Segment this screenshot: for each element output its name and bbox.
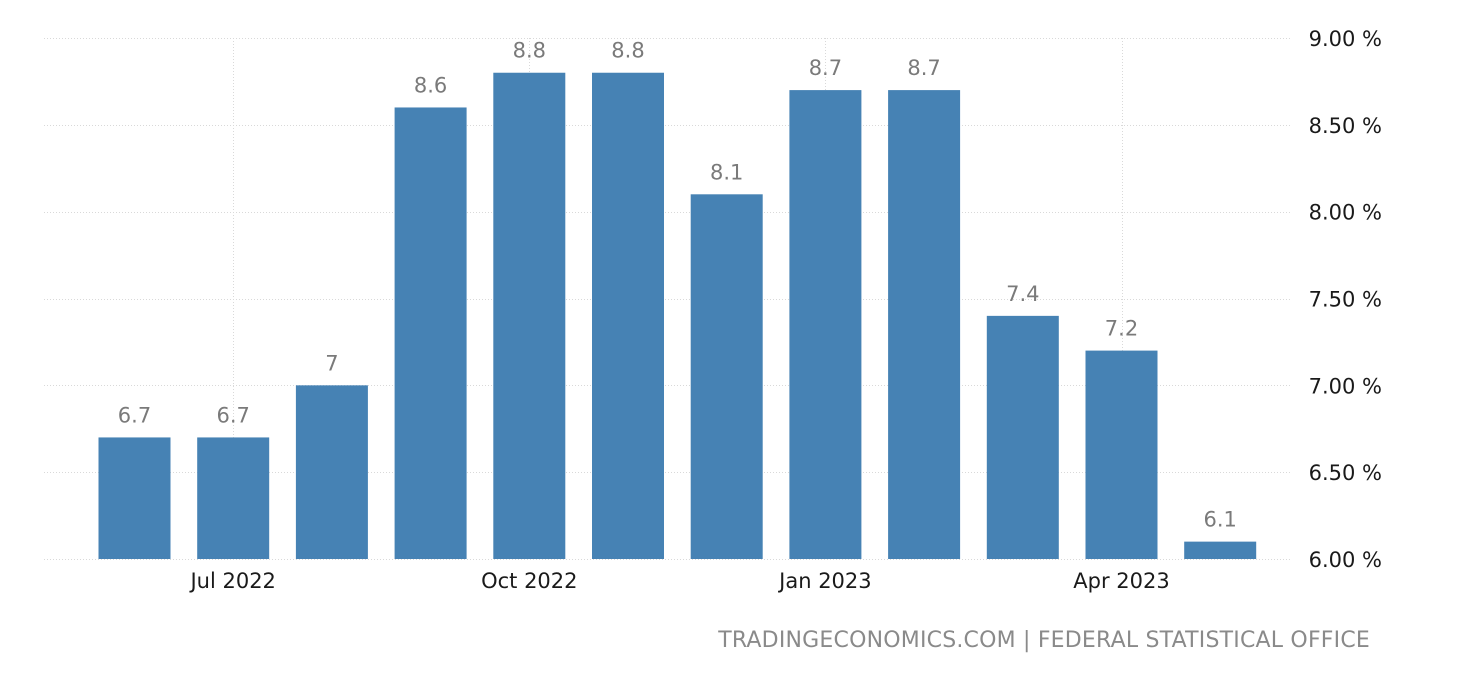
x-tick-label: Jan 2023 <box>777 569 872 593</box>
y-tick-label: 9.00 % <box>1309 27 1382 51</box>
y-tick-label: 6.50 % <box>1309 461 1382 485</box>
y-tick-label: 7.50 % <box>1309 288 1382 312</box>
source-attribution: TRADINGECONOMICS.COM | FEDERAL STATISTIC… <box>718 628 1370 653</box>
bar-nov-2022 <box>592 72 664 559</box>
data-label: 7 <box>325 351 338 375</box>
bar-jun-2022 <box>98 437 171 559</box>
data-label: 8.6 <box>414 73 447 97</box>
bar-may-2023 <box>1184 541 1257 559</box>
bar-mar-2023 <box>986 315 1059 559</box>
data-label: 6.7 <box>216 403 249 427</box>
y-axis: 6.00 % 6.50 % 7.00 % 7.50 % 8.00 % 8.50 % 9.00… <box>1309 27 1382 572</box>
y-tick-label: 8.00 % <box>1309 201 1382 225</box>
data-label: 8.8 <box>611 39 644 63</box>
chart-data-labels: 6.7 6.7 7 8.6 8.8 8.8 8.1 8.7 8.7 7.4 7.2 6.1 <box>118 39 1237 532</box>
data-label: 7.4 <box>1006 282 1039 306</box>
data-label: 8.7 <box>907 56 940 80</box>
bar-feb-2023 <box>888 90 961 559</box>
chart-bars <box>98 72 1257 560</box>
bar-oct-2022 <box>493 72 566 559</box>
bar-jul-2022 <box>197 437 270 559</box>
y-tick-label: 8.50 % <box>1309 114 1382 138</box>
x-tick-label: Oct 2022 <box>481 569 577 593</box>
bar-jan-2023 <box>789 90 862 559</box>
x-axis: Jul 2022 Oct 2022 Jan 2023 Apr 2023 <box>188 569 1169 593</box>
y-tick-label: 7.00 % <box>1309 374 1382 398</box>
bar-aug-2022 <box>295 385 368 559</box>
y-tick-label: 6.00 % <box>1309 548 1382 572</box>
x-tick-label: Apr 2023 <box>1073 569 1169 593</box>
bar-dec-2022 <box>690 194 763 560</box>
data-label: 8.7 <box>809 56 842 80</box>
bar-sep-2022 <box>394 107 467 559</box>
x-tick-label: Jul 2022 <box>188 569 275 593</box>
data-label: 7.2 <box>1105 317 1138 341</box>
data-label: 6.7 <box>118 403 151 427</box>
data-label: 6.1 <box>1203 508 1236 532</box>
bar-apr-2023 <box>1085 350 1158 559</box>
data-label: 8.1 <box>710 160 743 184</box>
data-label: 8.8 <box>513 39 546 63</box>
